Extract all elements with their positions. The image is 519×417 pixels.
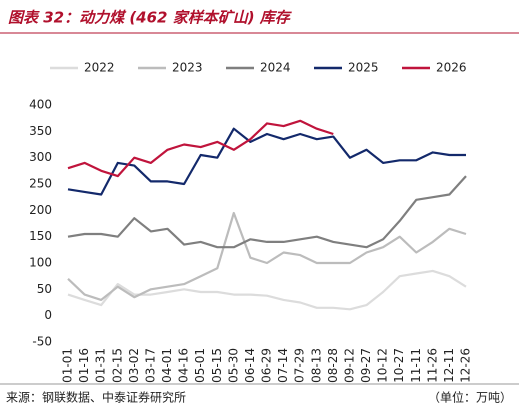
x-tick-label: 11-26 [425,348,439,383]
legend-label: 2022 [84,61,115,75]
x-tick-label: 01-16 [77,348,91,383]
x-tick-label: 04-01 [160,348,174,383]
y-tick-label: 250 [29,177,52,191]
series-line [67,175,467,249]
y-tick-label: 150 [29,229,52,243]
x-tick-label: 08-13 [309,348,323,383]
series-line [67,119,334,178]
source: 来源：钢联数据、中泰证券研究所 [6,390,186,405]
x-tick-label: 12-26 [459,348,473,383]
x-tick-label: 05-01 [193,348,207,383]
x-tick-label: 06-29 [260,348,274,383]
legend-label: 2023 [172,61,203,75]
legend-label: 2025 [348,61,379,75]
series-line [67,269,467,311]
y-tick-label: 300 [29,150,52,164]
x-tick-label: 07-14 [276,348,290,383]
x-tick-label: 02-15 [110,348,124,383]
series-line [67,211,467,301]
legend-label: 2024 [260,61,291,75]
y-tick-label: -50 [32,335,52,349]
x-tick-label: 01-31 [94,348,108,383]
y-tick-label: 350 [29,124,52,138]
y-tick-label: 100 [29,256,52,270]
x-tick-label: 07-29 [293,348,307,383]
x-tick-label: 08-28 [326,348,340,383]
x-tick-label: 10-27 [392,348,406,383]
y-tick-label: 400 [29,98,52,112]
x-tick-label: 11-11 [409,348,423,383]
chart-title: 图表 32：动力煤 (462 家样本矿山) 库存 [8,9,293,27]
x-tick-label: 04-16 [177,348,191,383]
x-tick-label: 03-17 [143,348,157,383]
x-tick-label: 03-02 [127,348,141,383]
x-tick-label: 12-11 [442,348,456,383]
x-tick-label: 09-12 [342,348,356,383]
x-tick-label: 06-14 [243,348,257,383]
x-tick-label: 05-15 [210,348,224,383]
unit: （单位：万吨） [428,390,512,405]
y-tick-label: 50 [37,282,52,296]
y-tick-label: 200 [29,203,52,217]
series-line [67,127,466,196]
x-tick-label: 09-27 [359,348,373,383]
x-tick-label: 01-01 [61,348,75,383]
x-tick-label: 05-30 [226,348,240,383]
x-tick-label: 10-12 [376,348,390,383]
legend-label: 2026 [436,61,467,75]
y-tick-label: 0 [44,308,52,322]
